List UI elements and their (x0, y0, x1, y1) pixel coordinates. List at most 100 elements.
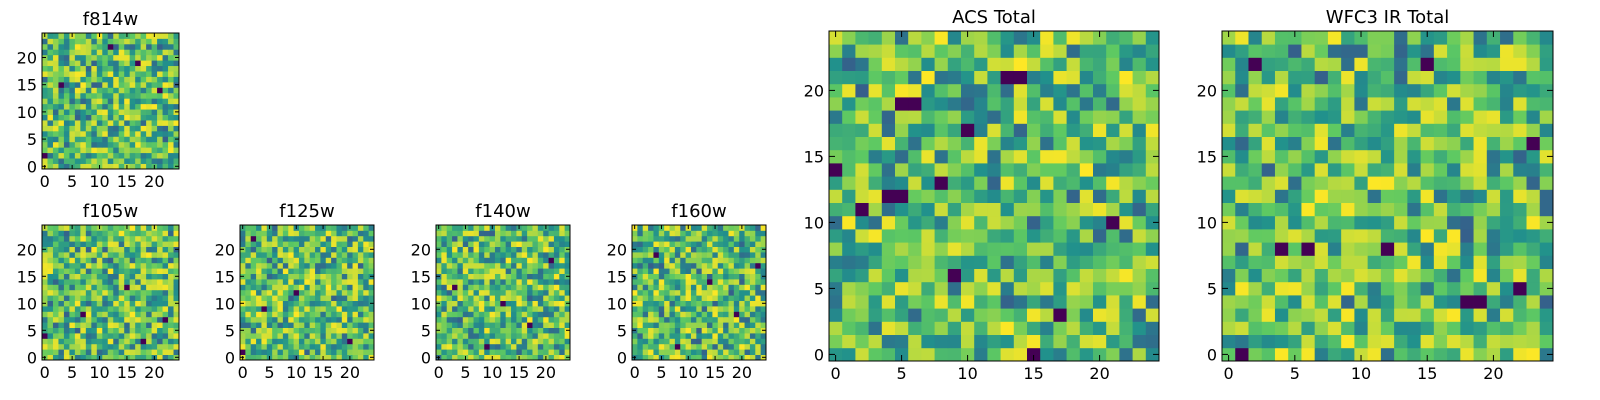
heatmap-cell (653, 252, 660, 258)
heatmap-cell (987, 281, 1001, 296)
heatmap-cell (173, 333, 180, 339)
heatmap-cell (282, 311, 289, 318)
heatmap-cell (162, 125, 169, 132)
heatmap-cell (58, 225, 65, 231)
heatmap-cell (1132, 31, 1147, 45)
heatmap-cell (277, 333, 284, 339)
heatmap-cell (1288, 163, 1302, 177)
heatmap-cell (1093, 97, 1107, 111)
heatmap-cell (717, 354, 724, 361)
heatmap-cell (162, 65, 169, 72)
heatmap-cell (1013, 189, 1028, 203)
heatmap-cell (162, 354, 169, 361)
heatmap-cell (63, 279, 70, 285)
heatmap-cell (842, 149, 856, 164)
heatmap-cell (532, 322, 539, 328)
heatmap-cell (842, 215, 856, 230)
heatmap-cell (47, 43, 54, 50)
heatmap-cell (288, 225, 294, 231)
heatmap-cell (325, 306, 332, 312)
heatmap-cell (1079, 110, 1094, 124)
heatmap-cell (173, 152, 180, 159)
heatmap-cell (511, 268, 517, 274)
heatmap-cell (987, 229, 1001, 243)
heatmap-cell (282, 289, 289, 296)
heatmap-cell (908, 295, 922, 309)
heatmap-cell (368, 230, 375, 237)
heatmap-cell (272, 349, 278, 355)
heatmap-cell (653, 273, 660, 280)
heatmap-cell (140, 33, 147, 39)
heatmap-cell (63, 120, 70, 126)
heatmap-cell (80, 125, 87, 132)
heatmap-cell (151, 262, 158, 269)
heatmap-cell (357, 354, 364, 361)
heatmap-cell (298, 300, 305, 307)
heatmap-cell (1526, 242, 1541, 256)
heatmap-cell (532, 257, 539, 264)
heatmap-cell (680, 316, 686, 323)
heatmap-cell (272, 322, 278, 328)
heatmap-cell (272, 338, 278, 345)
heatmap-cell (58, 322, 65, 328)
heatmap-cell (1394, 321, 1408, 335)
heatmap-cell (521, 284, 528, 291)
heatmap-cell (124, 284, 131, 291)
heatmap-cell (162, 343, 169, 350)
heatmap-cell (505, 289, 512, 296)
heatmap-cell (701, 284, 708, 291)
heatmap-cell (69, 141, 76, 148)
heatmap-cell (462, 306, 469, 312)
heatmap-cell (1145, 136, 1160, 151)
heatmap-cell (58, 98, 65, 105)
heatmap-cell (696, 295, 703, 301)
heatmap-cell (1420, 149, 1435, 164)
heatmap-cell (1119, 255, 1133, 269)
heatmap-cell (1407, 189, 1421, 203)
heatmap-cell (829, 110, 843, 124)
heatmap-cell (1027, 123, 1041, 137)
heatmap-cell (124, 273, 131, 280)
heatmap-cell (347, 311, 353, 318)
heatmap-cell (961, 163, 975, 177)
heatmap-cell (47, 109, 54, 115)
heatmap-cell (516, 316, 523, 323)
heatmap-cell (157, 252, 163, 258)
heatmap-cell (717, 257, 724, 264)
f814w-title: f814w (83, 9, 138, 30)
heatmap-cell (1354, 44, 1369, 58)
heatmap-cell (648, 333, 654, 339)
heatmap-cell (47, 262, 54, 269)
heatmap-cell (47, 120, 54, 126)
heatmap-cell (642, 349, 649, 355)
heatmap-cell (1013, 268, 1028, 283)
heatmap-cell (707, 300, 713, 307)
heatmap-cell (91, 322, 98, 328)
heatmap-cell (96, 152, 103, 159)
heatmap-cell (707, 230, 713, 237)
heatmap-cell (553, 327, 560, 334)
heatmap-cell (315, 311, 321, 318)
heatmap-cell (895, 70, 909, 85)
heatmap-cell (974, 281, 988, 296)
heatmap-cell (135, 262, 142, 269)
heatmap-cell (441, 252, 448, 258)
heatmap-cell (1222, 255, 1236, 269)
heatmap-cell (146, 60, 152, 67)
heatmap-cell (118, 257, 125, 264)
heatmap-cell (1500, 83, 1514, 98)
heatmap-cell (102, 136, 109, 143)
heatmap-cell (511, 300, 517, 307)
heatmap-cell (1513, 281, 1527, 296)
heatmap-cell (1460, 189, 1474, 203)
heatmap-cell (113, 33, 120, 39)
heatmap-cell (135, 147, 142, 154)
heatmap-cell (1341, 321, 1355, 335)
heatmap-cell (325, 246, 332, 253)
heatmap-cell (664, 295, 670, 301)
heatmap-cell (648, 306, 654, 312)
heatmap-cell (1460, 83, 1474, 98)
heatmap-cell (658, 289, 665, 296)
heatmap-cell (1066, 70, 1081, 85)
heatmap-cell (261, 235, 268, 242)
